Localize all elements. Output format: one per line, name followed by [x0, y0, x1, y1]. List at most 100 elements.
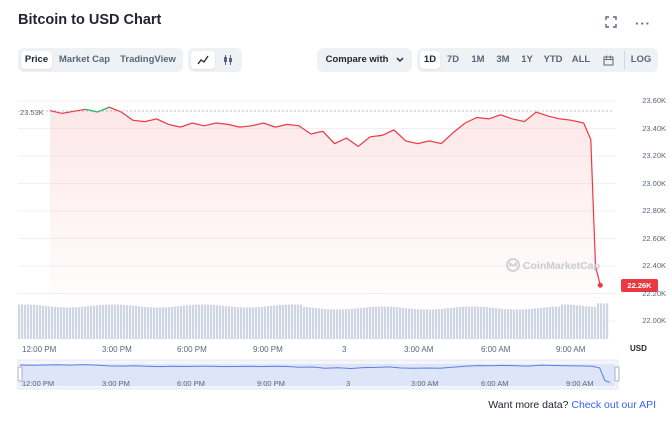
range-ytd[interactable]: YTD [543, 54, 563, 65]
volume-bar [66, 307, 69, 339]
range-1d[interactable]: 1D [420, 51, 440, 69]
navigator-window [20, 364, 615, 386]
volume-bar [300, 304, 303, 339]
volume-bar [108, 304, 111, 339]
fullscreen-icon[interactable] [602, 15, 620, 33]
tab-market-cap[interactable]: Market Cap [58, 54, 111, 65]
volume-bar [537, 308, 540, 339]
volume-bar [114, 304, 117, 339]
volume-bar [453, 307, 456, 339]
price-line [49, 106, 601, 286]
more-icon[interactable]: ··· [635, 16, 651, 31]
volume-bar [582, 305, 585, 339]
current-price-badge: 22.26K [621, 279, 658, 292]
api-link[interactable]: Check out our API [571, 399, 656, 411]
volume-bar [33, 304, 36, 339]
volume-bar [138, 306, 141, 339]
volume-bar [327, 309, 330, 339]
log-toggle[interactable]: LOG [630, 54, 652, 65]
volume-bar [444, 308, 447, 339]
coinmarketcap-logo-icon [506, 258, 520, 272]
volume-bar [72, 307, 75, 339]
volume-bar [393, 306, 396, 339]
volume-bar [315, 308, 318, 339]
volume-bar [27, 304, 30, 339]
volume-bar [408, 308, 411, 339]
volume-bar [132, 305, 135, 339]
navigator-label: 9:00 PM [257, 379, 285, 388]
volume-bar [282, 304, 285, 339]
tab-tradingview[interactable]: TradingView [120, 54, 176, 65]
volume-bar [375, 306, 378, 339]
volume-bar [555, 306, 558, 339]
volume-bar [75, 307, 78, 339]
volume-bar [576, 305, 579, 339]
volume-bar [252, 307, 255, 339]
x-tick-label: 9:00 AM [556, 345, 586, 354]
volume-bar [606, 303, 609, 339]
volume-bar [468, 306, 471, 339]
volume-bar [528, 309, 531, 339]
x-tick-label: 6:00 PM [177, 345, 207, 354]
range-7d[interactable]: 7D [446, 54, 460, 65]
navigator [17, 359, 620, 390]
volume-bar [135, 306, 138, 339]
volume-bar [462, 306, 465, 339]
volume-bar [303, 306, 306, 339]
volume-bar [489, 307, 492, 339]
volume-bar [198, 304, 201, 339]
volume-bar [111, 304, 114, 339]
tab-price[interactable]: Price [21, 51, 52, 69]
volume-bar [387, 306, 390, 339]
chart-title: Bitcoin to USD Chart [18, 12, 162, 28]
volume-bar [495, 308, 498, 339]
volume-bar [369, 307, 372, 339]
volume-bar [324, 308, 327, 339]
volume-bar [36, 305, 39, 339]
navigator-line [19, 364, 611, 383]
line-chart-icon[interactable] [191, 51, 215, 69]
range-3m[interactable]: 3M [496, 54, 510, 65]
volume-bar [225, 306, 228, 339]
volume-bar [447, 308, 450, 339]
volume-bar [513, 309, 516, 339]
volume-bar [189, 305, 192, 339]
volume-bar [159, 307, 162, 339]
volume-bar [435, 309, 438, 339]
x-tick-label: 3 [342, 345, 347, 354]
volume-bar [567, 304, 570, 339]
candlestick-icon[interactable] [217, 51, 239, 69]
range-1y[interactable]: 1Y [521, 54, 533, 65]
range-1m[interactable]: 1M [471, 54, 485, 65]
navigator-handle [17, 366, 23, 382]
volume-bar [120, 304, 123, 339]
volume-bar [228, 306, 231, 339]
volume-bar [420, 309, 423, 339]
volume-bar [231, 306, 234, 339]
volume-bar [507, 309, 510, 339]
volume-bar [540, 307, 543, 339]
volume-bar [258, 307, 261, 339]
volume-bars [18, 303, 609, 339]
volume-bar [249, 307, 252, 339]
navigator-handle [614, 366, 620, 382]
calendar-icon[interactable] [597, 51, 619, 69]
volume-bar [123, 304, 126, 339]
compare-with-dropdown[interactable]: Compare with [317, 48, 412, 72]
volume-bar [360, 307, 363, 339]
volume-bar [141, 306, 144, 339]
y-tick-label: 22.60K [642, 233, 666, 243]
volume-bar [96, 305, 99, 339]
volume-bar [441, 308, 444, 339]
currency-label: USD [630, 344, 647, 353]
volume-bar [270, 305, 273, 339]
volume-bar [477, 306, 480, 339]
volume-bar [147, 307, 150, 339]
volume-bar [162, 307, 165, 339]
volume-bar [285, 304, 288, 339]
volume-bar [264, 306, 267, 339]
range-all[interactable]: ALL [571, 54, 591, 65]
volume-bar [156, 307, 159, 339]
watermark-text: CoinMarketCap [522, 260, 600, 272]
